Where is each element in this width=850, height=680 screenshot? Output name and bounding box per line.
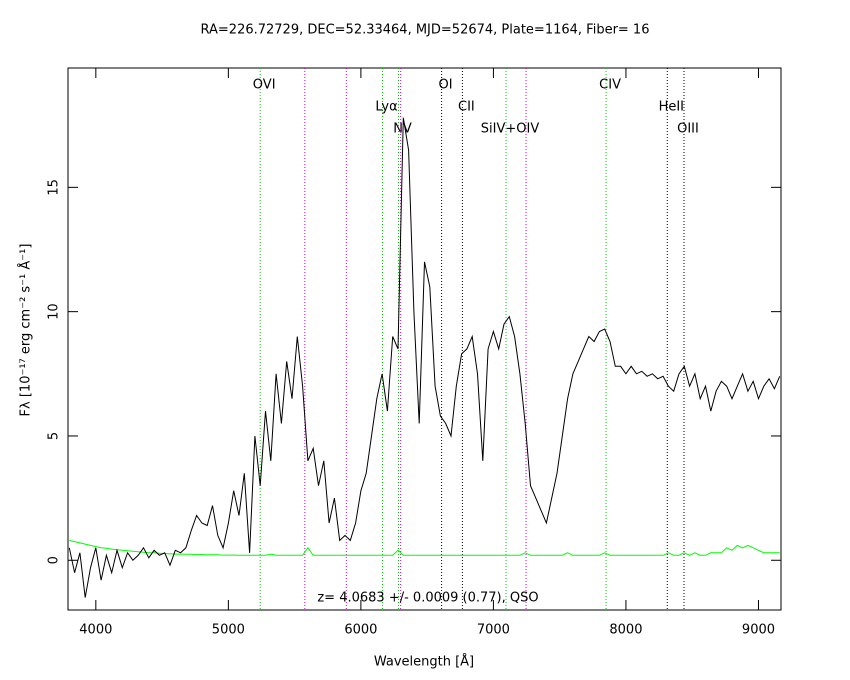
y-tick-label: 0	[47, 556, 62, 564]
spectral-line-label: CIV	[599, 78, 621, 93]
plot-frame	[67, 67, 782, 611]
y-tick-label: 10	[47, 303, 62, 320]
spectral-line-label: HeII	[659, 100, 684, 115]
chart-title: RA=226.72729, DEC=52.33464, MJD=52674, P…	[201, 23, 650, 38]
x-tick-label: 9000	[742, 623, 775, 638]
spectral-line-label: CII	[458, 100, 475, 115]
y-tick-label: 15	[47, 179, 62, 196]
annotation: z= 4.0683 +/- 0.0009 (0.77), QSO	[317, 591, 538, 606]
x-tick-label: 8000	[609, 623, 642, 638]
x-tick-label: 6000	[344, 623, 377, 638]
y-axis-label: Fλ [10⁻¹⁷ erg cm⁻² s⁻¹ Å⁻¹]	[18, 244, 34, 417]
y-tick-label: 5	[47, 432, 62, 440]
x-tick-label: 5000	[212, 623, 245, 638]
spectral-line-label: OI	[439, 78, 453, 93]
x-tick-label: 7000	[477, 623, 510, 638]
spectrum-line	[68, 117, 781, 598]
x-tick-label: 4000	[79, 623, 112, 638]
spectral-line-label: OVI	[253, 78, 276, 93]
x-axis-label: Wavelength [Å]	[374, 654, 474, 670]
spectral-line-label: OIII	[677, 122, 699, 137]
spectral-line-label: SiIV+OIV	[481, 122, 540, 137]
spectral-line-label: Lyα	[375, 100, 397, 115]
spectrum-line	[69, 539, 780, 556]
